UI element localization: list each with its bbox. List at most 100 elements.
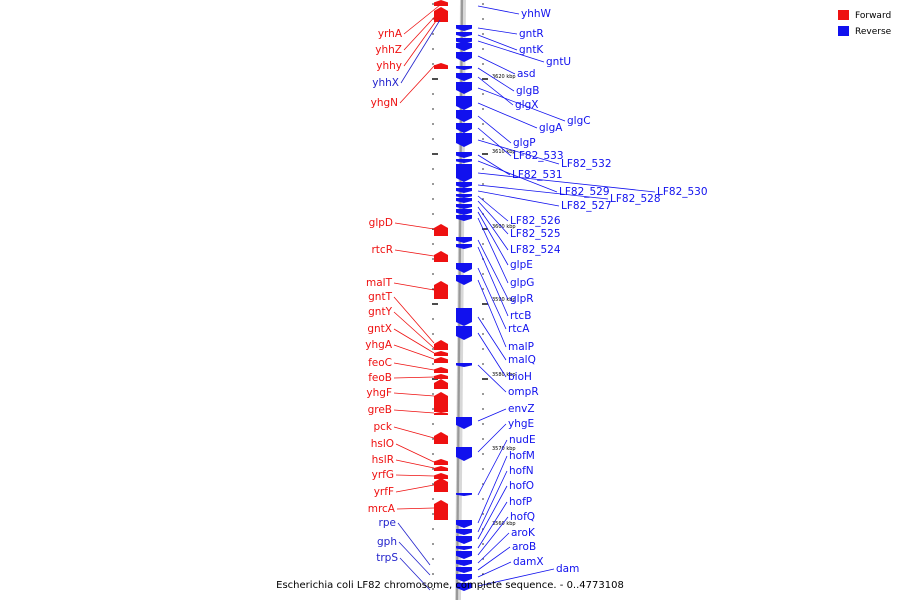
forward-gene-label: trpS xyxy=(376,552,398,564)
forward-label-leader xyxy=(398,541,431,576)
reverse-label-leader xyxy=(477,200,509,235)
forward-gene-label: yhhZ xyxy=(375,44,402,56)
reverse-gene-label: envZ xyxy=(508,403,535,415)
reverse-label-leader xyxy=(477,67,515,92)
reverse-gene-label: malQ xyxy=(508,354,536,366)
reverse-label-leader xyxy=(477,55,516,75)
reverse-label-leader xyxy=(477,316,507,361)
reverse-label-leader xyxy=(477,470,508,533)
reverse-gene-arrow xyxy=(456,363,472,367)
reverse-gene-arrow xyxy=(456,82,472,94)
reverse-label-leader xyxy=(477,485,508,540)
reverse-gene-arrow xyxy=(456,194,472,198)
forward-label-leader xyxy=(403,9,442,51)
forward-label-leader xyxy=(403,4,441,35)
forward-label-leader xyxy=(400,19,441,84)
reverse-gene-arrow xyxy=(456,164,472,182)
forward-gene-label: feoB xyxy=(368,372,392,384)
forward-gene-arrow xyxy=(434,459,448,465)
reverse-gene-label: ompR xyxy=(508,386,539,398)
reverse-gene-label: aroK xyxy=(511,527,536,539)
reverse-label-leader xyxy=(477,516,509,556)
forward-gene-label: rtcR xyxy=(371,244,393,256)
reverse-gene-label: glgP xyxy=(513,137,536,149)
reverse-label-leader xyxy=(477,172,656,193)
reverse-label-leader xyxy=(477,195,509,222)
forward-gene-label: feoC xyxy=(368,357,392,369)
reverse-label-leader xyxy=(477,568,555,587)
reverse-label-leader xyxy=(477,76,514,106)
reverse-gene-arrow xyxy=(456,133,472,147)
reverse-gene-label: hofQ xyxy=(510,511,535,523)
forward-gene-arrow xyxy=(434,379,448,389)
reverse-gene-label: glgC xyxy=(567,115,591,127)
legend: Forward Reverse xyxy=(838,10,892,37)
forward-label-leader xyxy=(395,474,435,477)
reverse-gene-label: gntK xyxy=(519,44,544,56)
forward-gene-arrow xyxy=(434,374,448,379)
reverse-label-leader xyxy=(477,127,512,157)
reverse-gene-arrow xyxy=(456,182,472,188)
forward-gene-label: gntY xyxy=(368,306,392,318)
reverse-label-leader xyxy=(477,211,509,266)
reverse-gene-arrow xyxy=(456,215,472,221)
forward-gene-arrow xyxy=(434,251,448,262)
forward-label-leader xyxy=(399,64,436,104)
reverse-gene-arrow xyxy=(456,275,472,285)
forward-gene-label: greB xyxy=(368,404,392,416)
forward-gene-label: pck xyxy=(373,421,392,433)
reverse-gene-label: hofO xyxy=(509,480,534,492)
reverse-label-leader xyxy=(477,5,520,15)
forward-gene-label: gph xyxy=(377,536,397,548)
reverse-label-leader xyxy=(477,455,508,524)
forward-label-leader xyxy=(395,443,435,463)
reverse-gene-label: hofM xyxy=(509,450,535,462)
forward-gene-label: gntX xyxy=(367,323,392,335)
forward-label-leader xyxy=(395,484,435,493)
reverse-label-leader xyxy=(477,546,511,571)
reverse-gene-arrow xyxy=(456,38,472,44)
reverse-gene-arrow xyxy=(456,560,472,566)
reverse-gene-label: LF82_525 xyxy=(510,228,561,240)
forward-gene-arrow xyxy=(434,281,448,299)
legend-reverse-swatch xyxy=(838,26,849,36)
reverse-gene-label: yhgE xyxy=(508,418,534,430)
reverse-gene-arrow xyxy=(456,32,472,37)
legend-forward-label: Forward xyxy=(855,11,891,21)
reverse-gene-label: yhhW xyxy=(521,8,552,20)
forward-label-leader xyxy=(399,557,431,591)
forward-gene-arrow xyxy=(434,412,448,415)
forward-gene-label: glpD xyxy=(369,217,393,229)
reverse-label-leader xyxy=(477,364,507,393)
forward-gene-arrow xyxy=(434,351,448,356)
forward-gene-arrow xyxy=(434,224,448,236)
reverse-gene-arrow xyxy=(456,447,472,461)
reverse-gene-arrow xyxy=(456,43,472,51)
reverse-gene-arrow xyxy=(456,529,472,535)
reverse-label-leader xyxy=(477,408,507,422)
forward-genes xyxy=(434,0,448,520)
forward-label-leader xyxy=(403,13,442,67)
reverse-gene-arrow xyxy=(456,198,472,203)
reverse-gene-arrow xyxy=(456,583,472,591)
reverse-gene-label: LF82_532 xyxy=(561,158,612,170)
forward-gene-label: yhgN xyxy=(371,97,398,109)
reverse-genes xyxy=(456,25,472,591)
forward-gene-arrow xyxy=(434,500,448,520)
reverse-label-leader xyxy=(477,532,510,564)
legend-reverse-label: Reverse xyxy=(855,27,892,37)
reverse-gene-arrow xyxy=(456,25,472,31)
reverse-label-leader xyxy=(477,190,560,207)
forward-label-leader xyxy=(394,222,435,230)
reverse-label-leader xyxy=(477,332,507,378)
forward-label-leader xyxy=(396,507,435,510)
forward-gene-label: malT xyxy=(366,277,393,289)
reverse-gene-label: malP xyxy=(508,341,534,353)
forward-gene-arrow xyxy=(434,473,448,479)
reverse-gene-label: hofP xyxy=(509,496,532,508)
reverse-gene-arrow xyxy=(456,159,472,163)
reverse-gene-arrow xyxy=(456,209,472,215)
reverse-gene-label: LF82_533 xyxy=(513,150,564,162)
reverse-gene-label: glpR xyxy=(510,293,534,305)
reverse-gene-label: LF82_524 xyxy=(510,244,561,256)
